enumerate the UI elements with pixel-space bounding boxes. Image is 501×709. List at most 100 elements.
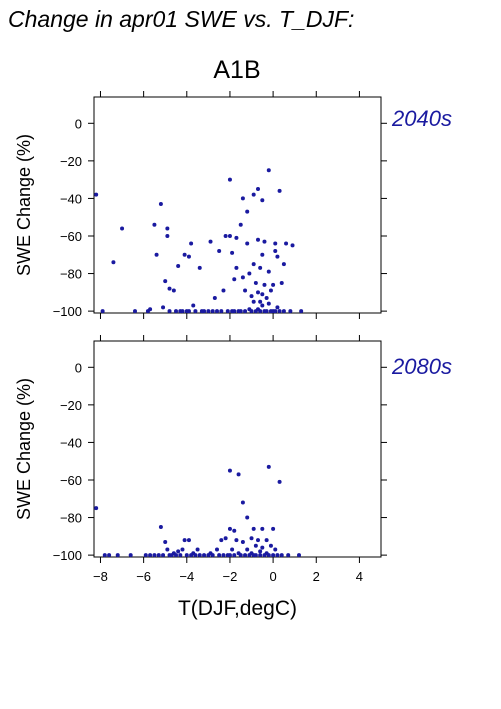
data-point-1-40 <box>227 553 232 558</box>
data-point-0-33 <box>210 309 215 314</box>
y-tick-label-0-0: 0 <box>75 116 82 131</box>
data-point-0-78 <box>262 282 267 287</box>
data-point-1-3 <box>115 553 120 558</box>
data-point-0-53 <box>240 275 245 280</box>
y-tick-label-0-3: −60 <box>60 229 82 244</box>
data-point-0-55 <box>243 309 248 314</box>
y-tick-label-1-4: −80 <box>60 511 82 526</box>
x-tick-label-1-2: −4 <box>179 569 194 584</box>
data-point-0-72 <box>258 299 263 304</box>
data-point-0-85 <box>266 301 271 306</box>
data-point-1-58 <box>253 543 258 548</box>
data-point-0-17 <box>174 309 178 314</box>
data-point-1-11 <box>163 539 168 544</box>
data-point-1-10 <box>161 553 166 558</box>
y-tick-label-0-4: −80 <box>60 267 82 282</box>
data-point-0-51 <box>238 309 243 314</box>
data-point-0-34 <box>212 295 217 300</box>
data-point-0-52 <box>240 196 245 201</box>
data-point-0-37 <box>219 309 224 314</box>
data-point-0-92 <box>273 309 278 314</box>
data-point-0-65 <box>253 280 258 285</box>
data-point-1-76 <box>279 553 284 558</box>
y-tick-label-0-1: −20 <box>60 154 82 169</box>
data-point-0-3 <box>120 226 125 231</box>
data-point-1-59 <box>253 553 258 558</box>
data-point-1-47 <box>238 553 243 558</box>
data-point-0-9 <box>158 202 163 207</box>
data-point-0-16 <box>171 288 176 293</box>
data-point-0-7 <box>152 222 157 227</box>
data-point-0-14 <box>167 286 172 291</box>
data-point-1-32 <box>215 547 219 552</box>
data-point-0-32 <box>208 239 213 244</box>
data-point-0-82 <box>264 309 269 314</box>
panel-label-2040s: 2040s <box>392 106 452 131</box>
data-point-0-38 <box>221 288 226 293</box>
data-point-0-11 <box>163 279 168 284</box>
x-tick-label-1-4: 0 <box>269 569 276 584</box>
x-tick-label-1-5: 2 <box>313 569 320 584</box>
data-point-1-72 <box>271 553 276 558</box>
data-point-0-36 <box>217 249 222 254</box>
data-point-0-93 <box>275 254 280 259</box>
data-point-1-17 <box>176 549 181 554</box>
plot-frame-0 <box>93 96 382 314</box>
data-point-0-54 <box>243 288 248 293</box>
data-point-0-39 <box>223 233 228 238</box>
page-title: Change in apr01 SWE vs. T_DJF: <box>8 6 355 32</box>
data-point-1-45 <box>236 472 241 477</box>
data-point-0-21 <box>182 252 187 257</box>
data-point-1-0 <box>94 506 99 511</box>
data-point-0-10 <box>161 305 166 310</box>
data-point-1-33 <box>217 553 222 558</box>
data-point-1-68 <box>266 464 271 469</box>
data-point-0-31 <box>206 309 211 314</box>
data-point-1-56 <box>251 526 256 531</box>
data-point-0-90 <box>273 241 278 246</box>
y-tick-label-1-5: −100 <box>53 548 82 563</box>
data-point-0-0 <box>94 192 99 197</box>
y-tick-label-1-1: −20 <box>60 398 82 413</box>
data-point-1-4 <box>128 553 133 558</box>
data-point-1-19 <box>180 547 185 552</box>
x-tick-label-1-0: −8 <box>93 569 108 584</box>
data-point-0-61 <box>249 309 254 314</box>
data-point-0-96 <box>277 309 282 314</box>
data-point-0-46 <box>232 309 237 314</box>
data-point-0-23 <box>186 254 191 259</box>
data-point-0-95 <box>277 188 282 193</box>
x-tick-label-1-6: 4 <box>356 569 363 584</box>
data-point-0-86 <box>268 288 273 293</box>
data-point-1-64 <box>260 545 265 550</box>
data-point-0-18 <box>176 264 181 269</box>
data-point-1-61 <box>258 549 263 554</box>
data-point-1-38 <box>227 468 232 473</box>
data-point-1-35 <box>221 553 226 558</box>
data-point-0-25 <box>189 241 194 246</box>
data-point-1-18 <box>178 553 183 558</box>
data-point-0-97 <box>279 280 284 285</box>
data-point-1-42 <box>232 528 237 533</box>
data-point-0-50 <box>238 222 243 227</box>
data-point-1-21 <box>184 553 189 558</box>
data-point-0-26 <box>191 303 196 308</box>
data-point-0-15 <box>167 309 172 314</box>
data-point-1-5 <box>143 553 148 558</box>
data-point-0-98 <box>281 262 286 267</box>
data-point-1-39 <box>227 526 232 531</box>
data-point-0-62 <box>251 192 256 197</box>
data-point-0-69 <box>256 290 260 295</box>
data-point-1-63 <box>260 526 265 531</box>
data-point-0-27 <box>193 309 198 314</box>
data-point-0-91 <box>273 249 278 254</box>
data-point-0-8 <box>154 252 159 257</box>
data-point-0-77 <box>260 303 265 308</box>
data-point-0-80 <box>262 239 267 244</box>
data-point-0-45 <box>232 277 237 282</box>
data-point-1-49 <box>240 539 245 544</box>
data-point-1-36 <box>223 536 228 541</box>
x-tick-label-1-1: −6 <box>136 569 151 584</box>
data-point-1-69 <box>266 553 271 558</box>
data-point-1-71 <box>271 526 276 531</box>
